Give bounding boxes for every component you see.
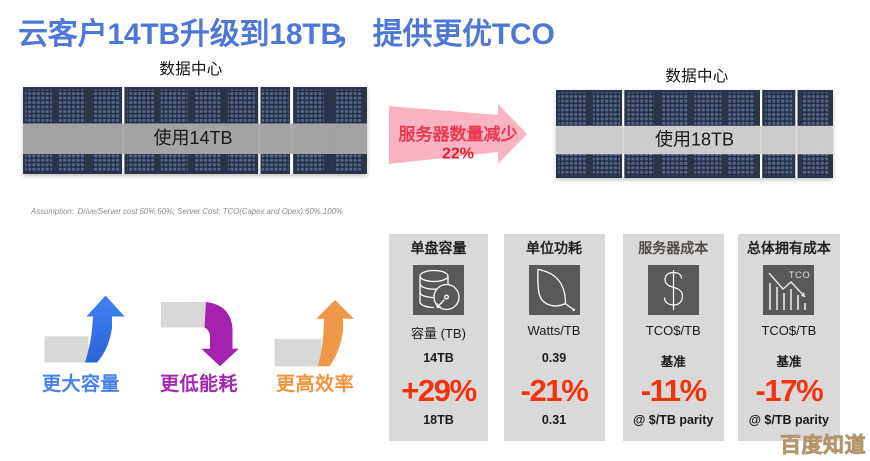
svg-text:使用18TB: 使用18TB xyxy=(655,130,734,150)
svg-text:使用14TB: 使用14TB xyxy=(153,128,232,148)
svg-text:TCO: TCO xyxy=(789,270,811,281)
svg-text:22%: 22% xyxy=(442,146,474,163)
svg-text:服务器数量减少: 服务器数量减少 xyxy=(399,124,518,144)
